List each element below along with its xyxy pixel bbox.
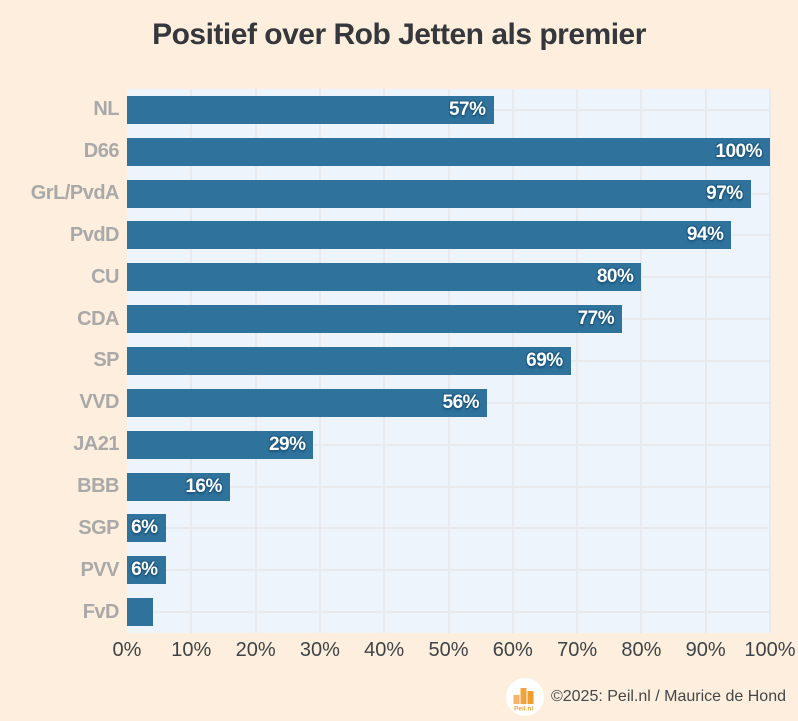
bar-row bbox=[127, 591, 770, 633]
x-tick-label: 100% bbox=[744, 639, 796, 661]
gridline-horizontal bbox=[127, 443, 770, 446]
bar-row: 29% bbox=[127, 424, 770, 466]
category-label: PvdD bbox=[69, 223, 120, 246]
bar-rows: 57% 100% 97% 94% 80% 77% 69% 56% 29% 16% 6% 6% bbox=[127, 89, 770, 633]
bar-row: 94% bbox=[127, 215, 770, 257]
bar-value-label: 6% bbox=[131, 517, 158, 539]
bar: 6% bbox=[127, 514, 166, 543]
bar-row: 80% bbox=[127, 256, 770, 298]
bar: 100% bbox=[127, 137, 770, 166]
bar-row: 97% bbox=[127, 173, 770, 215]
x-tick-label: 90% bbox=[685, 639, 726, 661]
bar-value-label: 97% bbox=[706, 182, 743, 204]
bar: 6% bbox=[127, 556, 166, 585]
bar-row: 6% bbox=[127, 507, 770, 549]
bar: 94% bbox=[127, 221, 732, 250]
category-label: GrL/PvdA bbox=[30, 182, 120, 205]
x-tick-label: 60% bbox=[492, 639, 533, 661]
bar-value-label: 29% bbox=[268, 433, 306, 455]
bar-value-label: 6% bbox=[131, 559, 158, 581]
bar-value-label: 57% bbox=[448, 98, 486, 120]
bar-value-label: 16% bbox=[185, 475, 222, 497]
bar-value-label: 80% bbox=[596, 266, 634, 288]
bar-row: 16% bbox=[127, 466, 770, 508]
peilnl-logo-text: Peil.nl bbox=[514, 706, 533, 713]
category-label: PVV bbox=[80, 558, 119, 581]
bar-row: 69% bbox=[127, 340, 770, 382]
category-label: SP bbox=[93, 349, 119, 372]
x-tick-label: 10% bbox=[171, 639, 212, 661]
bar: 16% bbox=[127, 472, 230, 501]
bar-value-label: 77% bbox=[577, 308, 615, 330]
bar-row: 6% bbox=[127, 549, 770, 591]
gridline-horizontal bbox=[127, 611, 770, 614]
category-label: JA21 bbox=[73, 433, 119, 456]
bar-value-label: 94% bbox=[686, 224, 724, 246]
gridline-horizontal bbox=[127, 485, 770, 488]
category-label: BBB bbox=[77, 475, 119, 498]
category-label: VVD bbox=[79, 391, 119, 414]
x-tick-label: 70% bbox=[557, 639, 598, 661]
x-tick-label: 30% bbox=[299, 639, 340, 661]
bar: 56% bbox=[127, 388, 488, 417]
category-label: D66 bbox=[83, 140, 120, 163]
x-axis: 0% 10% 20% 30% 40% 50% 60% 70% 80% 90% 100% bbox=[113, 639, 796, 665]
bar: 57% bbox=[127, 95, 494, 124]
bar-value-label: 69% bbox=[526, 349, 563, 371]
x-tick-label: 50% bbox=[428, 639, 469, 661]
peilnl-logo-icon: Peil.nl bbox=[505, 678, 544, 716]
plot-area: 57% 100% 97% 94% 80% 77% 69% 56% 29% 16% 6% 6% bbox=[127, 89, 771, 633]
x-tick-label: 40% bbox=[364, 639, 405, 661]
x-tick-label: 80% bbox=[621, 639, 662, 661]
bar-row: 57% bbox=[127, 89, 770, 131]
gridline-horizontal bbox=[127, 527, 770, 530]
bar-row: 77% bbox=[127, 298, 770, 340]
bar-row: 56% bbox=[127, 382, 770, 424]
x-tick-label: 20% bbox=[235, 639, 276, 661]
bar-row: 100% bbox=[127, 131, 770, 173]
bar-value-label: 56% bbox=[442, 391, 480, 413]
category-label: CDA bbox=[77, 307, 119, 330]
bar bbox=[127, 598, 153, 627]
footer: Peil.nl ©2025: Peil.nl / Maurice de Hond bbox=[505, 678, 786, 716]
category-label: CU bbox=[91, 265, 119, 288]
x-tick-label: 0% bbox=[112, 639, 142, 661]
bar: 97% bbox=[127, 179, 751, 208]
category-label-column: NL D66 GrL/PvdA PvdD CU CDA SP VVD JA21 BBB SGP PVV… bbox=[0, 89, 120, 633]
category-label: SGP bbox=[78, 516, 119, 539]
bar: 69% bbox=[127, 346, 571, 375]
bar: 80% bbox=[127, 263, 642, 292]
bar-value-label: 100% bbox=[715, 140, 762, 162]
chart-title: Positief over Rob Jetten als premier bbox=[152, 18, 646, 51]
bar: 77% bbox=[127, 305, 623, 334]
bar: 29% bbox=[127, 430, 314, 459]
credit-text: ©2025: Peil.nl / Maurice de Hond bbox=[550, 688, 786, 705]
gridline-vertical bbox=[769, 89, 771, 633]
category-label: FvD bbox=[82, 600, 120, 623]
category-label: NL bbox=[93, 98, 119, 121]
gridline-horizontal bbox=[127, 569, 770, 572]
